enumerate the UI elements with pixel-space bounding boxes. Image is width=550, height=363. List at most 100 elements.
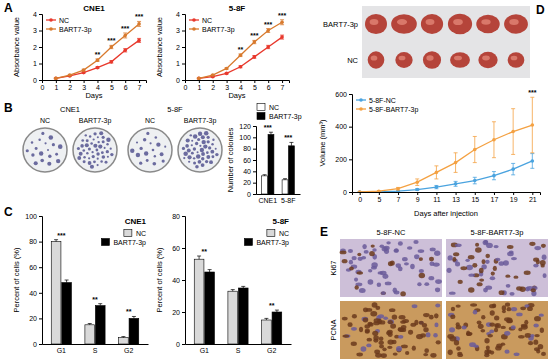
plate-colony <box>143 138 146 141</box>
ihc-nucleus <box>449 291 456 294</box>
legend-symbol <box>257 104 265 111</box>
point <box>123 49 127 53</box>
ihc-nucleus <box>448 255 453 260</box>
plate-colony <box>98 144 102 148</box>
ihc-nucleus <box>423 327 428 332</box>
error-bar <box>289 142 293 145</box>
ihc-nucleus <box>466 265 473 270</box>
error-bar <box>54 78 58 80</box>
error-bar <box>137 21 141 26</box>
plate-colony <box>183 152 188 157</box>
ihc-nucleus <box>495 346 501 351</box>
ihc-nucleus <box>490 276 496 280</box>
plate-colony <box>196 154 200 158</box>
plate-colony <box>104 147 106 149</box>
tick-label: 4 <box>96 84 100 91</box>
legend-symbol <box>257 113 265 120</box>
tick-mark <box>56 80 57 83</box>
ihc-nucleus <box>505 303 510 307</box>
point <box>137 22 141 26</box>
ihc-nucleus <box>412 346 416 351</box>
plate-colony <box>88 157 90 159</box>
ihc-image <box>446 239 548 297</box>
plate-colony <box>106 138 110 142</box>
bar <box>238 288 248 344</box>
ihc-nucleus <box>366 338 372 342</box>
plate-colony <box>149 142 151 144</box>
tick-mark <box>39 318 42 319</box>
tumor-highlight <box>371 55 378 60</box>
ihc-nucleus <box>541 352 546 356</box>
tick-mark <box>182 216 185 217</box>
ihc-nucleus <box>434 250 440 255</box>
tick: 4 <box>239 80 243 91</box>
bar <box>51 242 61 344</box>
ihc-nucleus <box>490 350 494 354</box>
tick-label: 40 <box>29 290 37 297</box>
error-bar <box>68 74 72 76</box>
plate-colony <box>156 142 160 146</box>
tick-label: 4 <box>33 11 37 18</box>
ihc-nucleus <box>351 341 357 346</box>
ihc-nucleus <box>514 353 520 356</box>
ihc-nucleus <box>393 249 398 253</box>
tick: 600 <box>335 91 352 98</box>
ihc-nucleus <box>417 282 421 286</box>
ihc-nucleus <box>349 260 353 265</box>
error-bar <box>511 163 515 174</box>
tick-label: 20 <box>29 315 37 322</box>
ihc-nucleus <box>529 242 535 246</box>
plot-area <box>194 256 281 344</box>
error-bar <box>511 109 515 155</box>
ihc-nucleus <box>472 263 477 268</box>
legend-symbol <box>49 27 53 31</box>
tick: 0 <box>358 192 362 203</box>
ihc-nucleus <box>396 346 402 352</box>
tick: 3 <box>176 27 185 34</box>
plate-colony <box>203 144 207 148</box>
point <box>123 34 127 38</box>
ihc-nucleus <box>414 254 419 259</box>
tick: 0 <box>343 189 352 196</box>
ihc-nucleus <box>393 352 398 355</box>
tumor <box>395 52 412 68</box>
axis-line <box>39 217 43 345</box>
ihc-nucleus <box>533 258 539 262</box>
axis: 0200400600 <box>335 91 352 196</box>
axis: 020406080 <box>172 213 185 348</box>
ihc-nucleus <box>342 334 349 337</box>
plate-colony <box>215 148 217 150</box>
tumor-label: NC <box>347 56 358 65</box>
error-bar <box>123 33 127 38</box>
point <box>473 179 477 183</box>
ihc-nucleus <box>404 262 409 265</box>
chart-title: 5-8F <box>273 217 290 226</box>
bar <box>95 306 105 344</box>
error-bar <box>197 78 201 80</box>
legend-label: NC <box>269 104 279 111</box>
axis: 01234567 <box>41 80 147 91</box>
tick-label: 0 <box>33 77 37 84</box>
tick-label: S <box>93 347 98 354</box>
axis-line <box>257 194 301 195</box>
tumor-highlight <box>509 19 519 25</box>
ihc-nucleus <box>356 353 363 357</box>
ihc-nucleus <box>363 318 369 323</box>
chart: G1SG2020406080100*******Percent of cells… <box>12 213 149 354</box>
ihc-nucleus <box>373 321 380 325</box>
tick: 7 <box>397 192 401 203</box>
legend-label: BART7-3p <box>269 113 302 121</box>
line <box>199 37 282 78</box>
ihc-nucleus <box>389 308 395 312</box>
tick: 11 <box>433 192 440 203</box>
legend-label: 5-8F-NC <box>369 97 396 104</box>
tick-label: 20 <box>172 309 180 316</box>
ihc-nucleus <box>424 282 429 286</box>
ihc-nucleus <box>483 240 489 245</box>
point <box>110 45 114 49</box>
tick-mark <box>475 192 476 195</box>
ihc-nucleus <box>540 328 544 333</box>
plate-colony <box>206 151 209 154</box>
tick-label: 11 <box>433 196 440 203</box>
error-bar <box>197 78 201 80</box>
